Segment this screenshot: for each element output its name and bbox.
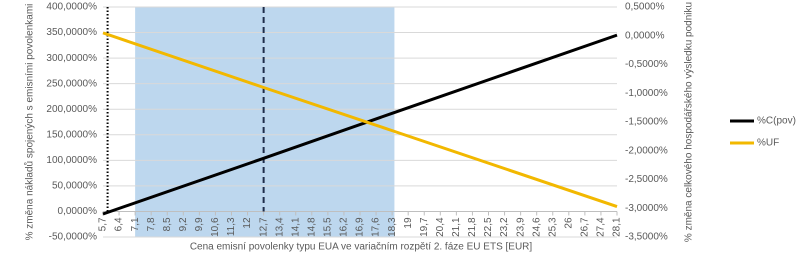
y-tick-label: -50,0000%: [49, 232, 97, 243]
x-tick-label: 17,6: [371, 217, 382, 237]
x-tick-label: 20,4: [435, 217, 446, 237]
x-tick-label: 14,1: [290, 217, 301, 237]
x-tick-label: 22,5: [483, 217, 494, 237]
y2-tick-label: -2,0000%: [625, 145, 668, 156]
shaded-range: [135, 7, 395, 237]
x-tick-label: 16,9: [355, 217, 366, 237]
x-tick-label: 14,8: [306, 217, 317, 237]
x-tick-label: 8,5: [162, 217, 173, 231]
x-axis-title: Cena emisní povolenky typu EUA ve variač…: [190, 242, 533, 253]
x-tick-label: 19: [403, 217, 414, 229]
y2-tick-label: -0,5000%: [625, 59, 668, 70]
x-tick-label: 19,7: [419, 217, 430, 237]
x-tick-label: 24,6: [531, 217, 542, 237]
y-tick-label: 100,0000%: [46, 155, 97, 166]
x-tick-label: 26: [563, 217, 574, 229]
x-tick-label: 11,3: [226, 217, 237, 236]
y-tick-label: 200,0000%: [46, 104, 97, 115]
y2-tick-label: 0,5000%: [625, 2, 665, 13]
y2-tick-label: -1,0000%: [625, 88, 668, 99]
x-tick-label: 7,8: [146, 217, 157, 231]
y-axis-title: % změna nákladů spojených s emisními pov…: [24, 4, 36, 241]
x-tick-label: 26,7: [580, 217, 591, 237]
y2-tick-label: -2,5000%: [625, 174, 668, 185]
x-tick-label: 18,3: [387, 217, 398, 237]
x-tick-label: 21,8: [467, 217, 478, 237]
x-tick-label: 10,6: [210, 217, 221, 237]
x-tick-label: 12: [242, 217, 253, 229]
legend-label: %C(pov): [757, 116, 796, 127]
x-tick-label: 16,2: [339, 217, 350, 237]
x-tick-label: 9,2: [178, 217, 189, 231]
y-tick-label: 400,0000%: [46, 2, 97, 13]
x-tick-label: 15,5: [323, 217, 334, 237]
x-tick-label: 6,4: [114, 217, 125, 231]
y2-axis-title: % změna celkového hospodářského výsledku…: [684, 2, 695, 242]
y-tick-label: 50,0000%: [52, 181, 97, 192]
x-tick-label: 9,9: [194, 217, 205, 231]
x-tick-label: 25,3: [547, 217, 558, 237]
x-tick-label: 23,2: [499, 217, 510, 237]
y2-tick-label: -1,5000%: [625, 117, 668, 128]
y-tick-label: 300,0000%: [46, 53, 97, 64]
x-tick-label: 5,7: [98, 217, 109, 231]
x-tick-label: 7,1: [130, 217, 141, 231]
y-tick-label: 250,0000%: [46, 78, 97, 89]
x-tick-label: 21,1: [451, 217, 462, 237]
series-line: [102, 33, 618, 216]
x-tick-label: 28,1: [612, 217, 623, 237]
y-tick-label: 350,0000%: [46, 27, 97, 38]
x-tick-label: 23,9: [515, 217, 526, 237]
y2-tick-label: -3,5000%: [625, 232, 668, 243]
y2-tick-label: -3,0000%: [625, 203, 668, 214]
x-tick-label: 12,7: [258, 217, 269, 237]
series-line: [102, 31, 618, 208]
legend-label: %UF: [757, 138, 779, 149]
y2-tick-label: 0,0000%: [625, 30, 665, 41]
x-tick-label: 27,4: [596, 217, 607, 237]
x-tick-label: 13,4: [274, 217, 285, 237]
y-tick-label: 150,0000%: [46, 129, 97, 140]
y-tick-label: 0,0000%: [58, 206, 98, 217]
